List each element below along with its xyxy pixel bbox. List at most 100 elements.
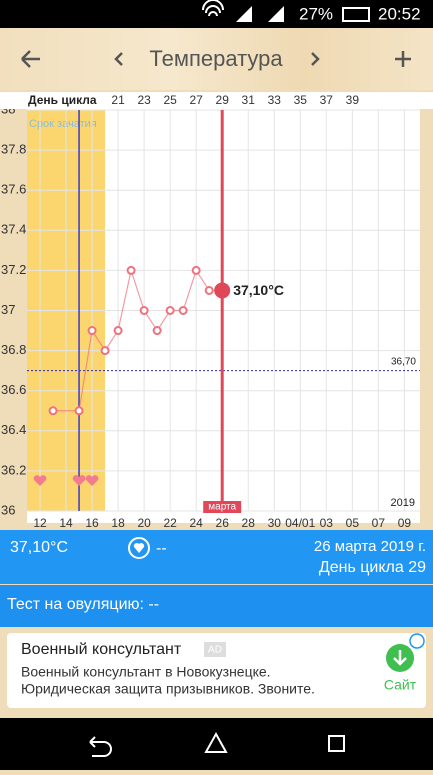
- temperature-point: [87, 326, 97, 336]
- x2-tick-label: 35: [294, 93, 308, 107]
- ad-badge: AD: [208, 645, 222, 656]
- ovulation-test-content: Тест на овуляцию: --: [7, 596, 159, 613]
- temperature-point: [165, 306, 175, 315]
- recent-nav[interactable]: [328, 735, 345, 752]
- clock: 20:52: [378, 4, 421, 23]
- back-nav[interactable]: [89, 736, 112, 757]
- battery-icon: [342, 7, 370, 22]
- y-tick-label: 37.2: [1, 262, 26, 277]
- x-tick-label: 05: [346, 516, 360, 530]
- status-bar: 27% 20:52: [0, 0, 433, 28]
- y-tick-label: 37.8: [1, 142, 26, 157]
- heart-mark: [72, 475, 86, 486]
- y-tick-label: 36.6: [1, 382, 26, 397]
- signal-icon: [268, 6, 284, 22]
- temperature-point: [191, 265, 201, 275]
- header-bar: Температура: [21, 46, 411, 71]
- x-tick-label: 26: [216, 516, 230, 530]
- temperature-point: [139, 306, 149, 315]
- page-title: Температура: [149, 46, 283, 71]
- temperature-point: [74, 406, 84, 416]
- temperature-chart: Срок зачатия 36 36.2 36.4 36.6 36.8 37 37.2 37.4…: [0, 92, 433, 530]
- x2-tick-label: 25: [163, 93, 177, 107]
- home-nav[interactable]: [204, 731, 228, 753]
- x2-tick-label: 23: [137, 93, 151, 107]
- x-tick-label: 24: [189, 516, 203, 530]
- app-header: Температура: [0, 28, 433, 90]
- wifi-icon: [202, 0, 224, 17]
- heart-icon: [133, 543, 145, 553]
- temperature-point: [100, 346, 110, 356]
- x-tick-label: 14: [59, 516, 73, 530]
- x-tick-label: 16: [85, 516, 99, 530]
- x-tick-label: 09: [398, 516, 412, 530]
- x-tick-label: 07: [372, 516, 386, 530]
- x-tick-label: 04/01: [285, 516, 315, 530]
- y-tick-label: 36.4: [1, 422, 26, 437]
- selected-point-label: 37,10°C: [233, 282, 284, 298]
- nav-bar: [0, 718, 433, 770]
- selected-marker-label: марта: [208, 502, 236, 513]
- x2-tick-label: 21: [111, 93, 125, 107]
- ad-text: Военный консультант в Новокузнецке.: [21, 664, 271, 680]
- ad-button[interactable]: Сайт: [384, 677, 417, 693]
- battery-level: 27%: [299, 4, 333, 23]
- ad-content: Военный консультант AD Военный консульта…: [21, 633, 425, 697]
- ad-badge-bg: [204, 642, 226, 657]
- prev-button[interactable]: [114, 52, 123, 66]
- temperature-value: 37,10°C: [10, 539, 68, 556]
- temperature-point: [178, 306, 188, 315]
- x2-tick-label: 33: [268, 93, 282, 107]
- temperature-point: [126, 265, 136, 275]
- nav-icons: [89, 731, 345, 757]
- y-tick-label: 37: [1, 302, 15, 317]
- ovulation-test-bar[interactable]: Тест на овуляцию: --: [0, 585, 433, 627]
- x-tick-label: 18: [111, 516, 125, 530]
- info-content: 37,10°C -- 26 марта 2019 г. День цикла 2…: [10, 537, 426, 576]
- mood-value: --: [156, 540, 167, 557]
- cycle-day: День цикла 29: [319, 559, 426, 576]
- status-icons: 27% 20:52: [202, 0, 421, 23]
- temperature-point: [113, 326, 123, 336]
- y-tick-label: 36.8: [1, 342, 26, 357]
- x-tick-label: 12: [33, 516, 47, 530]
- x-tick-label: 20: [137, 516, 151, 530]
- temperature-point: [204, 285, 214, 295]
- mood-icon[interactable]: [128, 537, 150, 559]
- next-button[interactable]: [311, 52, 320, 66]
- heart-mark: [85, 475, 99, 486]
- y-tick-label: 36.2: [1, 462, 26, 477]
- y-tick-label: 37.6: [1, 182, 26, 197]
- download-arrow: [393, 650, 407, 666]
- fertile-label: Срок зачатия: [29, 118, 97, 130]
- y-tick-label: 36: [1, 502, 15, 517]
- add-button[interactable]: [395, 51, 411, 67]
- back-button[interactable]: [21, 50, 40, 68]
- x-tick-label: 30: [268, 516, 282, 530]
- x2-tick-label: 31: [242, 93, 256, 107]
- cover-line-label: 36,70: [391, 356, 416, 367]
- ad-text: Юридическая защита призывников. Звоните.: [21, 681, 315, 697]
- ad-title: Военный консультант: [21, 641, 182, 658]
- x2-tick-label: 37: [320, 93, 334, 107]
- ad-banner[interactable]: Военный консультант AD Военный консульта…: [7, 633, 426, 708]
- selected-point: [214, 282, 231, 299]
- date: 26 марта 2019 г.: [314, 538, 426, 555]
- temperature-point: [48, 406, 58, 416]
- x-tick-label: 28: [242, 516, 256, 530]
- temperature-point: [152, 326, 162, 336]
- x-tick-label: 22: [163, 516, 177, 530]
- ad-info-icon[interactable]: [409, 633, 425, 649]
- x-tick-label: 03: [320, 516, 334, 530]
- info-bar: 37,10°C -- 26 марта 2019 г. День цикла 2…: [0, 530, 433, 584]
- signal-icon: [236, 6, 252, 22]
- x2-tick-label: 27: [189, 93, 203, 107]
- y-tick-label: 37.4: [1, 222, 26, 237]
- year-label: 2019: [391, 497, 415, 509]
- x2-axis-label: День цикла: [28, 93, 97, 107]
- ovulation-test: Тест на овуляцию: --: [7, 596, 159, 613]
- x2-tick-label: 39: [346, 93, 360, 107]
- x2-tick-label: 29: [216, 93, 230, 107]
- heart-mark: [33, 475, 47, 486]
